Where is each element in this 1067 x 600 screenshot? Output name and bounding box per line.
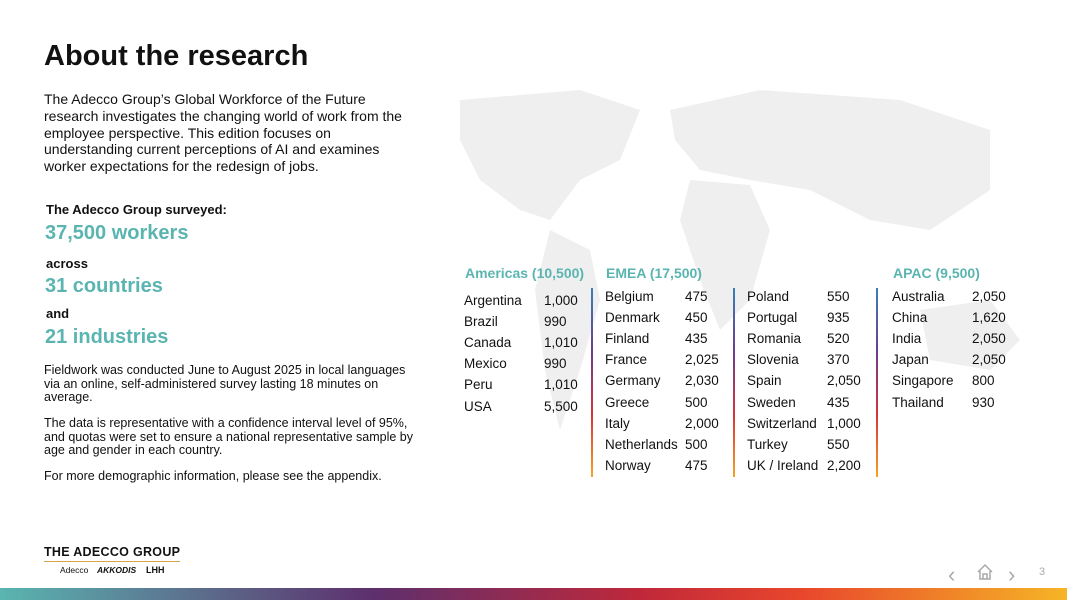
country: Turkey <box>747 436 788 452</box>
intro: The Adecco Group’s Global Workforce of t… <box>44 91 402 175</box>
count: 5,500 <box>544 398 578 414</box>
label: The Adecco Group surveyed: <box>46 202 227 217</box>
label: across <box>46 256 88 271</box>
title: About the research <box>44 40 309 72</box>
note: For more demographic information, please… <box>44 469 382 483</box>
note: The data is representative with a confid… <box>44 416 413 458</box>
country: Finland <box>605 331 650 347</box>
country: Belgium <box>605 289 654 304</box>
country: Spain <box>747 373 782 389</box>
count: 550 <box>827 436 850 452</box>
country: Sweden <box>747 394 796 410</box>
count: 450 <box>685 310 708 326</box>
note: Fieldwork was conducted June to August 2… <box>44 363 406 405</box>
country: Canada <box>464 335 512 351</box>
count: 475 <box>685 289 708 304</box>
separator <box>591 288 593 477</box>
count: 1,010 <box>544 377 578 393</box>
count: 2,200 <box>827 457 861 473</box>
region-title: Americas (10,500) <box>465 265 585 281</box>
region-title: EMEA (17,500) <box>606 265 702 281</box>
count: 2,050 <box>972 352 1006 368</box>
country: Australia <box>892 289 945 304</box>
count: 990 <box>544 356 567 372</box>
world-map <box>460 90 1020 430</box>
country: France <box>605 352 648 368</box>
count: 435 <box>685 331 708 347</box>
count: 800 <box>972 373 995 389</box>
color-bar <box>0 588 1067 600</box>
count: 435 <box>827 394 850 410</box>
country: Romania <box>747 331 802 347</box>
count: 370 <box>827 352 850 368</box>
stat: 21 industries <box>45 326 169 348</box>
country: UK / Ireland <box>747 457 819 473</box>
count: 500 <box>685 394 708 410</box>
country: Brazil <box>464 314 498 330</box>
count: 990 <box>544 314 567 330</box>
country: China <box>892 310 928 326</box>
stat: 37,500 workers <box>45 222 189 244</box>
country: Japan <box>892 352 929 368</box>
country: Germany <box>605 373 661 389</box>
prev-button[interactable]: ‹ <box>948 562 956 587</box>
country: Slovenia <box>747 352 799 368</box>
country: Denmark <box>605 310 660 326</box>
country: Greece <box>605 394 650 410</box>
country: Netherlands <box>605 436 678 452</box>
count: 2,050 <box>972 289 1006 304</box>
brand: AKKODIS <box>97 565 137 575</box>
country: Portugal <box>747 310 798 326</box>
count: 1,000 <box>544 293 578 308</box>
count: 935 <box>827 310 850 326</box>
separator <box>733 288 735 477</box>
home-button[interactable] <box>976 563 994 581</box>
country: Mexico <box>464 356 507 372</box>
country: Singapore <box>892 373 954 389</box>
page-number: 3 <box>1039 566 1046 578</box>
country: India <box>892 331 922 347</box>
count: 1,000 <box>827 415 861 431</box>
country: Poland <box>747 289 790 304</box>
count: 2,050 <box>972 331 1006 347</box>
separator <box>876 288 878 477</box>
count: 2,050 <box>827 373 861 389</box>
region-title: APAC (9,500) <box>893 265 980 281</box>
label: and <box>46 306 70 321</box>
count: 1,010 <box>544 335 578 351</box>
country: USA <box>464 398 492 414</box>
country: Norway <box>605 457 651 473</box>
count: 2,000 <box>685 415 719 431</box>
count: 500 <box>685 436 708 452</box>
country: Switzerland <box>747 415 817 431</box>
brand: LHH <box>146 565 165 575</box>
country: Argentina <box>464 293 522 308</box>
stat: 31 countries <box>45 275 163 297</box>
country: Peru <box>464 377 493 393</box>
brand: Adecco <box>60 565 89 575</box>
count: 2,025 <box>685 352 719 368</box>
count: 2,030 <box>685 373 719 389</box>
count: 520 <box>827 331 850 347</box>
next-button[interactable]: › <box>1008 562 1016 587</box>
logo: THE ADECCO GROUP <box>44 545 181 562</box>
count: 475 <box>685 457 708 473</box>
count: 1,620 <box>972 310 1006 326</box>
country: Italy <box>605 415 630 431</box>
count: 930 <box>972 394 995 410</box>
count: 550 <box>827 289 850 304</box>
country: Thailand <box>892 394 944 410</box>
